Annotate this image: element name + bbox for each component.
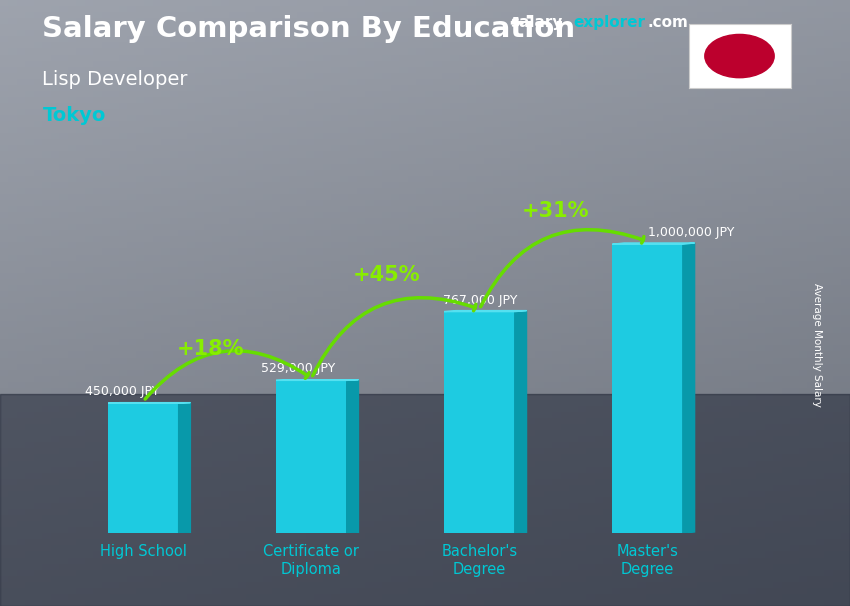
Text: +18%: +18%	[177, 339, 244, 359]
Bar	[445, 311, 515, 533]
Polygon shape	[515, 311, 526, 533]
Polygon shape	[347, 380, 359, 533]
Text: Lisp Developer: Lisp Developer	[42, 70, 188, 88]
Bar	[108, 403, 178, 533]
Text: Tokyo: Tokyo	[42, 106, 106, 125]
Text: salary: salary	[510, 15, 563, 30]
Circle shape	[705, 35, 774, 78]
Text: Salary Comparison By Education: Salary Comparison By Education	[42, 15, 575, 43]
Text: Average Monthly Salary: Average Monthly Salary	[812, 284, 822, 407]
Polygon shape	[276, 380, 359, 381]
Text: +31%: +31%	[521, 201, 589, 221]
Bar	[276, 381, 347, 533]
Bar	[612, 244, 683, 533]
Text: +45%: +45%	[354, 265, 421, 285]
Text: .com: .com	[648, 15, 689, 30]
Text: explorer: explorer	[574, 15, 646, 30]
Polygon shape	[178, 402, 190, 533]
Polygon shape	[612, 243, 694, 244]
Text: 529,000 JPY: 529,000 JPY	[261, 362, 335, 375]
Text: 767,000 JPY: 767,000 JPY	[443, 293, 517, 307]
Polygon shape	[683, 243, 694, 533]
Text: 450,000 JPY: 450,000 JPY	[84, 385, 159, 398]
Text: 1,000,000 JPY: 1,000,000 JPY	[648, 226, 734, 239]
